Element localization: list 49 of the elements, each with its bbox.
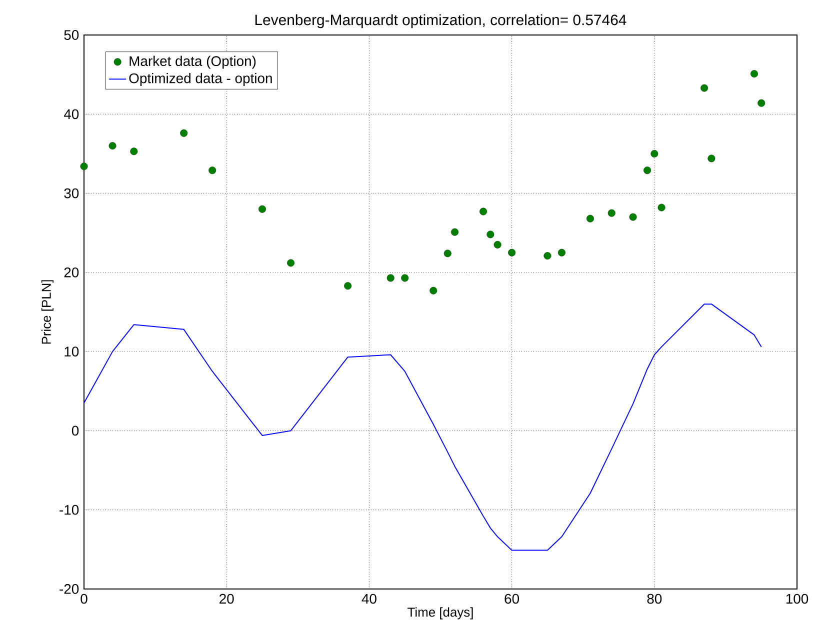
y-tick-label: 10 bbox=[64, 346, 79, 357]
point bbox=[287, 259, 295, 267]
y-axis-title: Price [PLN] bbox=[41, 280, 54, 344]
chart-title: Levenberg-Marquardt optimization, correlation= 0.57464 bbox=[255, 14, 626, 28]
point bbox=[544, 252, 552, 260]
point bbox=[451, 228, 458, 236]
point bbox=[208, 166, 216, 174]
line-series bbox=[84, 304, 762, 551]
point bbox=[658, 204, 666, 212]
point bbox=[130, 148, 138, 156]
x-tick-label: 60 bbox=[504, 594, 520, 604]
legend-label: Market data (Option) bbox=[130, 56, 256, 69]
point bbox=[486, 230, 494, 238]
point bbox=[80, 162, 88, 170]
y-tick-label: -10 bbox=[60, 504, 79, 515]
x-axis-title: Time [days] bbox=[408, 607, 473, 620]
point bbox=[750, 70, 758, 78]
point bbox=[558, 248, 566, 256]
x-tick-label: 0 bbox=[80, 594, 88, 604]
point bbox=[650, 150, 658, 158]
point bbox=[444, 250, 452, 258]
point bbox=[708, 154, 716, 162]
y-tick-label: -20 bbox=[60, 584, 79, 594]
y-tick-label: 50 bbox=[64, 30, 79, 40]
x-tick-label: 20 bbox=[220, 594, 234, 604]
point bbox=[108, 142, 116, 150]
x-tick-label: 80 bbox=[647, 594, 662, 604]
y-tick-label: 20 bbox=[64, 267, 79, 278]
y-tick-label: 30 bbox=[64, 188, 79, 198]
point bbox=[430, 286, 438, 294]
point bbox=[758, 99, 766, 107]
point bbox=[180, 129, 188, 137]
legend-label: Optimized data - option bbox=[129, 72, 272, 86]
point bbox=[344, 282, 352, 290]
point bbox=[644, 166, 652, 174]
point bbox=[508, 248, 516, 256]
y-tick-label: 0 bbox=[72, 426, 79, 436]
y-tick-label: 40 bbox=[64, 109, 79, 120]
point bbox=[700, 84, 708, 92]
point bbox=[386, 274, 394, 282]
point bbox=[494, 240, 502, 248]
x-tick-label: 40 bbox=[362, 594, 376, 604]
point bbox=[401, 274, 409, 282]
point bbox=[608, 209, 616, 217]
point bbox=[480, 208, 488, 216]
point bbox=[586, 214, 594, 222]
point bbox=[258, 205, 266, 213]
point bbox=[629, 213, 637, 221]
x-tick-label: 100 bbox=[786, 594, 808, 604]
